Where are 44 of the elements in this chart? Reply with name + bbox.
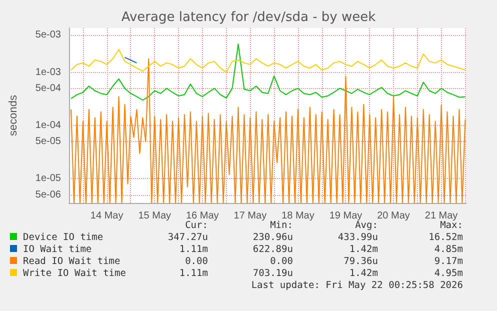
y-tick-label: 1e-03 — [35, 66, 62, 78]
text: Min: — [269, 220, 293, 232]
text: Max: — [440, 220, 463, 232]
y-axis-title: seconds — [8, 94, 20, 136]
x-tick-label: 16 May — [186, 210, 219, 222]
text: 433.99u — [336, 232, 378, 244]
text: 347.27u — [166, 232, 208, 244]
line-series — [70, 48, 466, 73]
text: 0.00 — [184, 256, 208, 268]
x-tick-label: 14 May — [90, 210, 124, 222]
legend-label: Device IO time — [22, 232, 104, 244]
x-tick-label: 21 May — [424, 210, 458, 222]
text: 4.85m — [433, 244, 463, 256]
text: 79.36u — [342, 256, 378, 268]
text: Cur: — [184, 220, 208, 232]
y-tick-label: 5e-04 — [35, 82, 62, 94]
chart-title: Average latency for /dev/sda - by week — [121, 10, 376, 25]
y-tick-label: 5e-03 — [35, 30, 62, 41]
text: 1.42m — [348, 244, 378, 256]
text: Last update: Fri May 22 00:25:58 2026 — [250, 280, 463, 292]
text: 1.11m — [178, 244, 208, 256]
y-tick-label: 1e-04 — [35, 120, 62, 132]
text: 703.19u — [252, 268, 293, 280]
y-tick-label: 1e-05 — [35, 173, 62, 184]
legend-label: Read IO Wait time — [22, 256, 122, 268]
text: Avg: — [355, 220, 378, 232]
y-tick-label: 5e-05 — [35, 136, 62, 148]
text: 230.96u — [252, 232, 293, 244]
legend-label: IO Wait time — [22, 244, 93, 256]
text: 0.00 — [269, 256, 293, 268]
text: 1.11m — [178, 268, 208, 280]
line-series — [70, 44, 466, 101]
text: 1.42m — [348, 268, 378, 280]
text: 9.17m — [433, 256, 463, 268]
x-tick-label: 20 May — [377, 210, 410, 222]
x-tick-label: 15 May — [138, 210, 172, 222]
y-tick-label: 5e-06 — [35, 189, 62, 200]
text: 4.95m — [433, 268, 463, 280]
text: 16.52m — [428, 232, 463, 244]
text: 622.89u — [252, 244, 293, 256]
x-tick-label: 17 May — [234, 210, 267, 222]
legend-label: Write IO Wait time — [22, 268, 127, 280]
x-tick-label: 18 May — [282, 210, 314, 222]
x-tick-label: 19 May — [329, 210, 362, 222]
